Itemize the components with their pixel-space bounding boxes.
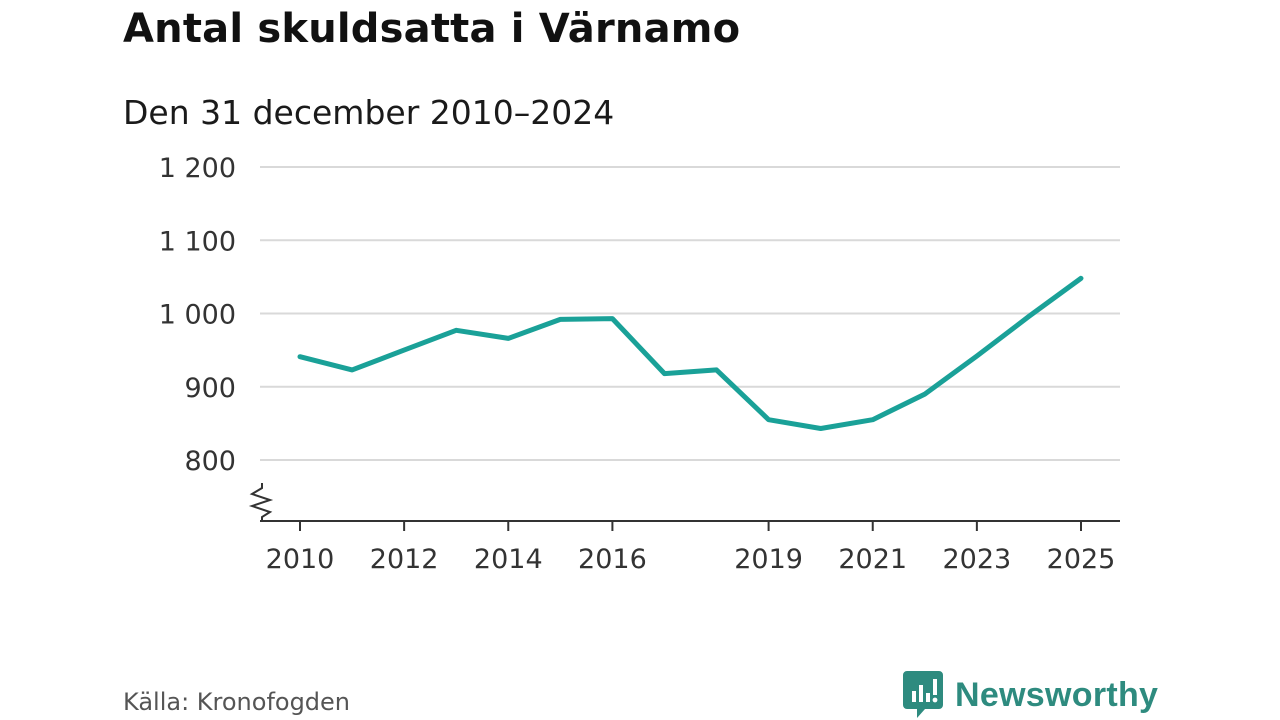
x-tick-label: 2016	[578, 544, 647, 575]
y-tick-label: 1 000	[159, 300, 236, 331]
brand-name[interactable]: Newsworthy	[955, 675, 1159, 714]
y-tick-label: 800	[184, 446, 236, 477]
y-tick-label: 1 200	[159, 153, 236, 184]
chart-subtitle: Den 31 december 2010–2024	[123, 93, 615, 132]
y-tick-label: 900	[184, 373, 236, 404]
y-axis-break-icon	[248, 483, 274, 521]
series-line	[297, 275, 1084, 431]
x-tick-label: 2023	[943, 544, 1012, 575]
x-tick-label: 2025	[1047, 544, 1116, 575]
x-tick-label: 2014	[474, 544, 543, 575]
x-tick-label: 2010	[266, 544, 335, 575]
chart-title: Antal skuldsatta i Värnamo	[123, 6, 741, 52]
x-tick-label: 2021	[838, 544, 907, 575]
newsworthy-logo-icon	[903, 671, 943, 718]
x-tick-label: 2019	[734, 544, 803, 575]
source-note: Källa: Kronofogden	[123, 688, 351, 716]
brand-logo[interactable]: Newsworthy	[903, 671, 1158, 719]
x-tick-label: 2012	[370, 544, 439, 575]
y-tick-label: 1 100	[159, 226, 236, 257]
